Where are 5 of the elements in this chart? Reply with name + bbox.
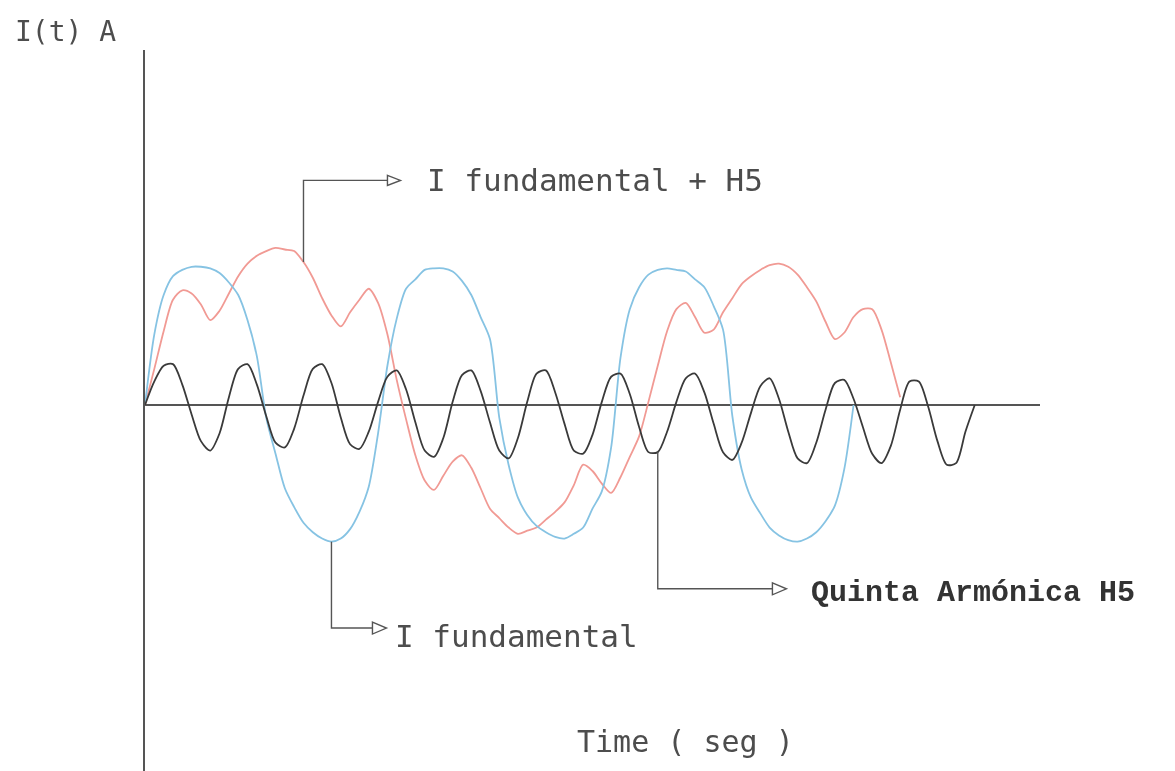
text: I(t) A xyxy=(15,15,117,48)
text: Quinta Armónica H5 xyxy=(811,576,1136,610)
text: Time ( seg ) xyxy=(577,724,794,759)
text: I fundamental xyxy=(395,618,638,654)
text: I fundamental + H5 xyxy=(427,162,763,198)
